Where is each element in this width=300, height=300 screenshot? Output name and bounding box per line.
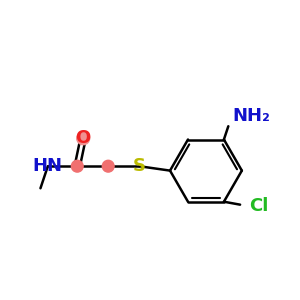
Text: Cl: Cl [249, 197, 268, 215]
Text: HN: HN [33, 157, 63, 175]
Text: NH₂: NH₂ [233, 107, 271, 125]
Circle shape [102, 160, 114, 172]
Circle shape [71, 160, 83, 172]
Circle shape [77, 132, 90, 145]
Text: O: O [76, 129, 91, 147]
Text: S: S [133, 157, 146, 175]
